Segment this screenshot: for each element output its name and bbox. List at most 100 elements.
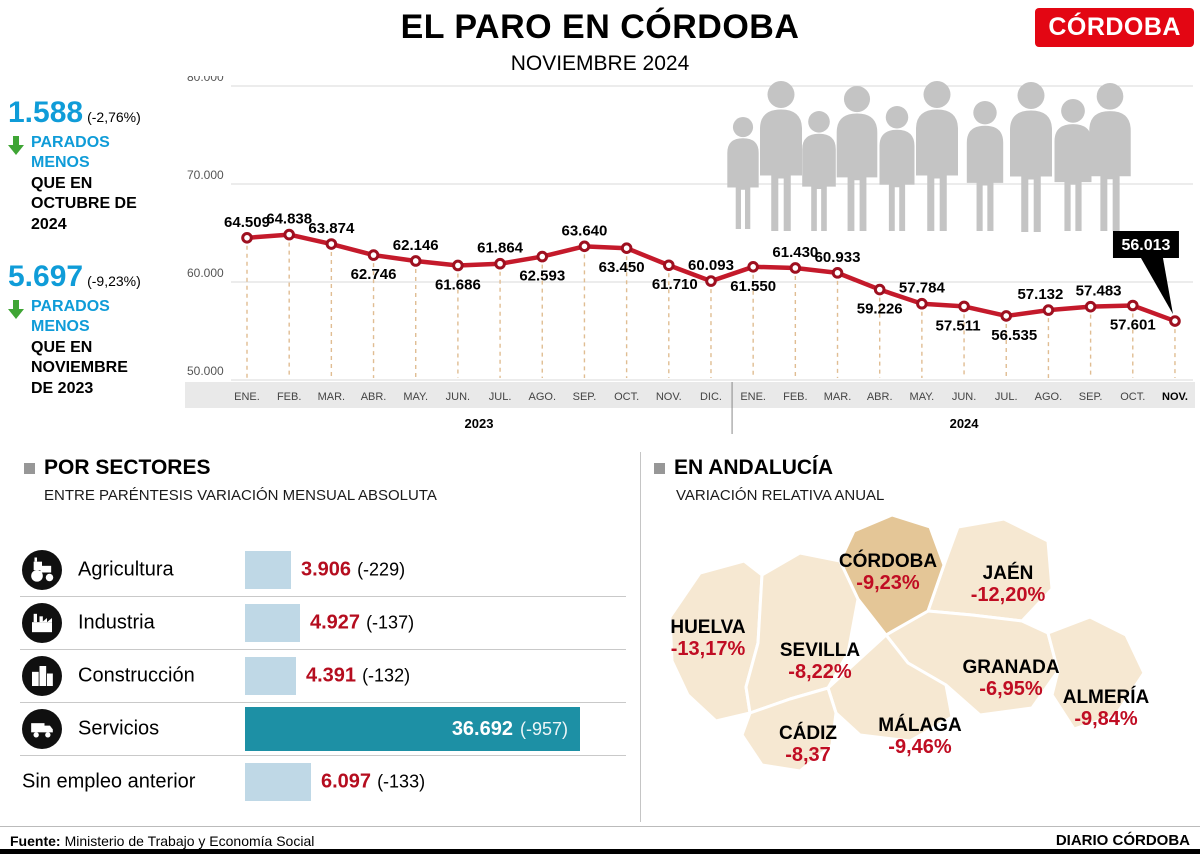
province-shape-almeria xyxy=(1046,615,1146,731)
data-point-marker xyxy=(831,267,844,279)
data-point-marker xyxy=(1169,315,1181,327)
x-axis-month: ABR. xyxy=(361,391,387,403)
page-title: EL PARO EN CÓRDOBA xyxy=(400,8,800,46)
x-axis-month: OCT. xyxy=(1120,391,1145,403)
province-label-malaga: MÁLAGA -9,46% xyxy=(878,715,961,759)
x-axis-month: SEP. xyxy=(1079,391,1103,403)
data-point-marker xyxy=(620,242,633,254)
data-label: 57.132 xyxy=(1017,286,1063,303)
down-arrow-icon xyxy=(8,136,24,235)
data-point-marker xyxy=(916,297,928,310)
sector-change: (-229) xyxy=(357,559,406,580)
data-point-marker xyxy=(241,232,253,244)
province-label-jaen: JAÉN -12,20% xyxy=(971,563,1046,607)
province-variation: -8,37 xyxy=(785,744,831,767)
data-point-marker xyxy=(789,262,802,274)
data-label: 57.784 xyxy=(899,280,946,297)
province-variation: -9,84% xyxy=(1074,708,1138,731)
data-point-marker xyxy=(1126,299,1139,312)
stat-caption-rest: QUE EN NOVIEMBRE DE 2023 xyxy=(31,338,128,397)
andalucia-subtitle: VARIACIÓN RELATIVA ANUAL xyxy=(676,487,885,504)
data-label: 64.509 xyxy=(224,214,270,231)
person-silhouette-icon xyxy=(916,81,958,231)
data-label: 57.511 xyxy=(936,317,981,334)
data-point-marker xyxy=(325,238,338,250)
bullet-square-icon xyxy=(24,462,35,474)
x-axis-month: ENE. xyxy=(740,391,766,403)
sector-value: 6.097 xyxy=(321,770,372,793)
panel-divider xyxy=(640,452,641,822)
data-point-marker xyxy=(536,250,549,263)
x-axis-strip xyxy=(185,382,1195,408)
sector-bar xyxy=(245,657,296,695)
x-axis-month: FEB. xyxy=(277,391,301,403)
sector-change: (-957) xyxy=(519,718,568,739)
x-axis-month: ENE. xyxy=(234,391,260,403)
person-silhouette-icon xyxy=(1089,83,1131,231)
sector-value: 4.927 xyxy=(310,611,361,634)
data-label: 61.430 xyxy=(772,244,818,261)
province-label-cadiz: CÁDIZ -8,37 xyxy=(779,723,837,767)
stat-value-row: 5.697 (-9,23%) xyxy=(8,260,184,294)
andalucia-section-header: EN ANDALUCÍA xyxy=(654,456,833,480)
sector-numbers: 6.097 (-133) xyxy=(321,771,425,794)
stat-percentage: (-9,23%) xyxy=(87,273,141,289)
callout-box xyxy=(1112,231,1179,258)
sector-value: 4.391 xyxy=(306,664,357,687)
data-point-marker xyxy=(1000,310,1013,322)
data-point-marker xyxy=(747,261,759,273)
data-point-marker xyxy=(409,255,422,267)
data-label: 61.686 xyxy=(435,276,481,293)
stat-value: 1.588 xyxy=(8,96,84,129)
data-point-marker xyxy=(705,275,717,287)
x-axis-month: DIC. xyxy=(700,391,722,403)
sectors-title: POR SECTORES xyxy=(44,456,211,479)
stat-monthly-change: 1.588 (-2,76%) PARADOS MENOS QUE EN OCTUB… xyxy=(8,96,184,235)
data-label: 60.093 xyxy=(688,257,734,274)
sector-change: (-137) xyxy=(366,612,415,633)
sector-numbers: 4.927 (-137) xyxy=(310,612,414,635)
person-silhouette-icon xyxy=(760,81,802,231)
province-name: ALMERÍA xyxy=(1062,687,1150,708)
sector-row-industria: Industria 4.927 (-137) xyxy=(20,597,626,650)
x-axis-year: 2023 xyxy=(465,416,494,431)
sector-bar xyxy=(245,604,300,642)
x-axis-month: OCT. xyxy=(614,391,639,403)
sector-row-construcci-n: Construcción 4.391 (-132) xyxy=(20,650,626,703)
person-silhouette-icon xyxy=(966,101,1004,231)
bottom-bar xyxy=(0,849,1200,854)
person-silhouette-icon xyxy=(836,86,878,231)
data-label: 63.874 xyxy=(308,220,355,237)
province-labels: HUELVA -13,17% SEVILLA -8,22% CÓRDOBA -9,23% J… xyxy=(648,505,1188,820)
stat-caption: PARADOS MENOS QUE EN NOVIEMBRE DE 2023 xyxy=(31,297,151,399)
x-axis-month: JUN. xyxy=(446,391,470,403)
data-label: 62.593 xyxy=(519,268,565,285)
x-axis-month: JUN. xyxy=(952,391,976,403)
province-label-huelva: HUELVA -13,17% xyxy=(670,617,745,661)
province-variation: -8,22% xyxy=(788,661,852,684)
data-label: 60.933 xyxy=(815,249,861,266)
province-shape-cordoba xyxy=(838,513,946,637)
down-arrow-icon xyxy=(8,300,24,399)
y-axis-tick: 70.000 xyxy=(187,168,224,182)
truck-icon xyxy=(22,709,62,749)
sectors-table: Agricultura 3.906 (-229) Industria 4.927 (-13… xyxy=(20,544,626,808)
sector-bar xyxy=(245,763,311,801)
person-silhouette-icon xyxy=(1054,99,1092,231)
sector-row-agricultura: Agricultura 3.906 (-229) xyxy=(20,544,626,597)
data-label: 57.601 xyxy=(1110,317,1156,334)
x-axis-month: AGO. xyxy=(529,391,557,403)
footer-rule xyxy=(0,826,1200,827)
province-variation: -13,17% xyxy=(670,638,746,661)
province-label-cordoba: CÓRDOBA -9,23% xyxy=(839,551,937,595)
data-point-marker xyxy=(578,240,591,253)
x-axis-month: ABR. xyxy=(867,391,893,403)
stat-annual-change: 5.697 (-9,23%) PARADOS MENOS QUE EN NOVIE… xyxy=(8,260,184,399)
stat-value-row: 1.588 (-2,76%) xyxy=(8,96,184,130)
province-name: GRANADA xyxy=(962,657,1060,678)
sector-change: (-133) xyxy=(377,771,426,792)
data-point-marker xyxy=(367,249,380,261)
data-point-marker xyxy=(873,283,886,296)
sector-label: Servicios xyxy=(78,717,160,740)
person-silhouette-icon xyxy=(879,106,915,231)
